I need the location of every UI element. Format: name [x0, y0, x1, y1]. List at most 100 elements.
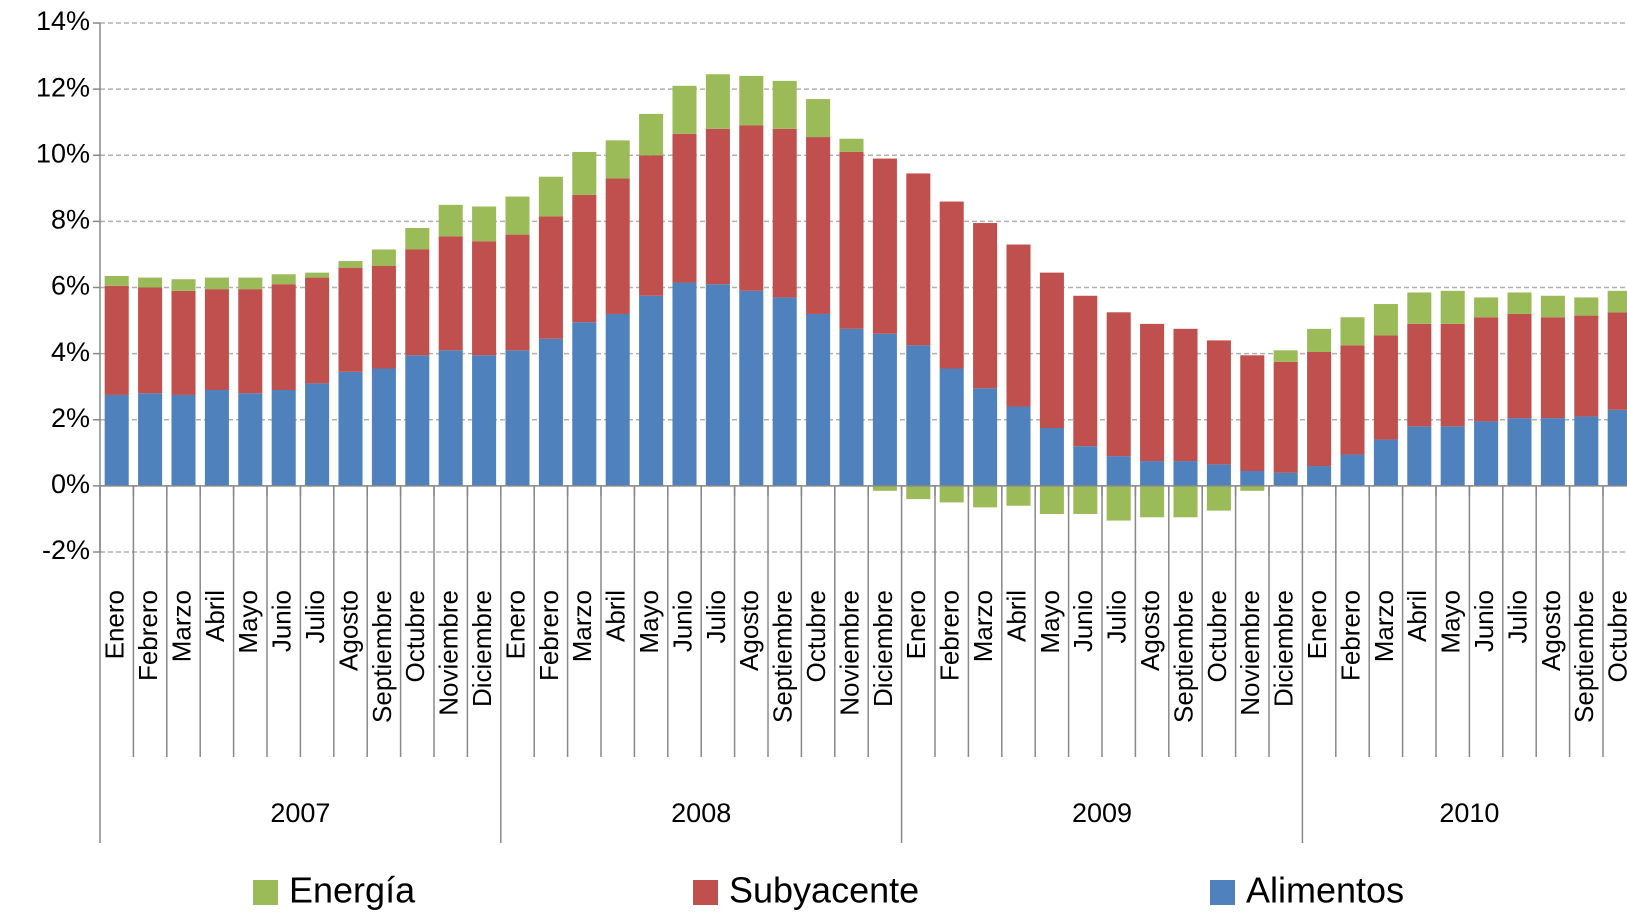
x-tick-label: Julio: [300, 590, 330, 643]
x-tick-label: Junio: [667, 590, 697, 652]
bar-segment: [238, 393, 263, 486]
bar-segment: [1507, 313, 1532, 419]
group-label: 2009: [1072, 798, 1132, 828]
bar-segment: [405, 227, 430, 250]
bar-segment: [271, 274, 296, 285]
x-tick-label: Febrero: [534, 590, 564, 681]
bar-segment: [1440, 290, 1465, 324]
bar-segment: [806, 99, 831, 138]
bar-segment: [639, 295, 664, 486]
bar-segment: [138, 277, 163, 288]
bar-segment: [906, 345, 931, 486]
x-tick-label: Marzo: [968, 590, 998, 662]
bar-segment: [1273, 472, 1298, 486]
bar-segment: [1540, 418, 1565, 486]
y-tick-label: -2%: [42, 535, 90, 565]
bar-segment: [839, 138, 864, 152]
x-tick-label: Mayo: [1436, 590, 1466, 654]
bar-segment: [1340, 317, 1365, 346]
y-tick-label: 12%: [36, 72, 90, 102]
bar-segment: [1140, 323, 1165, 462]
bar-segment: [1440, 426, 1465, 486]
bar-segment: [238, 277, 263, 290]
x-tick-label: Abril: [601, 590, 631, 642]
bar-segment: [1507, 292, 1532, 314]
bar-segment: [973, 223, 998, 389]
bar-segment: [505, 234, 530, 351]
bar-segment: [171, 394, 196, 486]
bar-segment: [1407, 292, 1432, 324]
bar-segment: [371, 266, 396, 369]
y-tick-label: 8%: [51, 205, 90, 235]
bar-segment: [305, 272, 330, 278]
bar-segment: [739, 75, 764, 126]
bar-segment: [572, 151, 597, 195]
bar-segment: [1574, 315, 1599, 417]
bar-segment: [1206, 485, 1231, 511]
bar-segment: [1307, 466, 1332, 486]
bar-segment: [371, 249, 396, 267]
bar-segment: [872, 333, 897, 486]
bar-segment: [1173, 485, 1198, 518]
x-tick-label: Enero: [1302, 590, 1332, 659]
bar-segment: [405, 355, 430, 486]
bar-segment: [1373, 335, 1398, 440]
bar-segment: [1106, 485, 1131, 521]
bar-segment: [705, 74, 730, 129]
x-tick-label: Septiembre: [768, 590, 798, 723]
bar-segment: [1474, 317, 1499, 422]
bar-segment: [338, 371, 363, 486]
bar-segment: [1273, 361, 1298, 473]
bar-segment: [438, 350, 463, 486]
bar-segment: [1574, 297, 1599, 316]
x-tick-label: Agosto: [1135, 590, 1165, 671]
bar-segment: [1206, 464, 1231, 486]
bar-segment: [1039, 485, 1064, 514]
bar-segment: [1407, 323, 1432, 427]
bar-segment: [973, 485, 998, 508]
bar-segment: [1073, 485, 1098, 514]
bar-segment: [1240, 355, 1265, 471]
bar-segment: [1006, 485, 1031, 506]
x-tick-label: Junio: [1068, 590, 1098, 652]
legend-swatch: [1210, 880, 1235, 905]
legend-label: Alimentos: [1246, 870, 1404, 911]
bar-segment: [171, 290, 196, 395]
x-tick-label: Diciembre: [1269, 590, 1299, 707]
bar-segment: [672, 85, 697, 134]
bar-segment: [605, 140, 630, 179]
bar-segment: [672, 282, 697, 486]
legend-label: Energía: [289, 870, 416, 911]
x-tick-label: Abril: [200, 590, 230, 642]
legend-label: Subyacente: [729, 870, 919, 911]
bar-segment: [405, 249, 430, 356]
y-tick-label: 4%: [51, 337, 90, 367]
bar-segment: [705, 128, 730, 285]
x-tick-label: Julio: [701, 590, 731, 643]
bar-segment: [204, 289, 229, 390]
bar-segment: [739, 290, 764, 486]
bar-segment: [572, 322, 597, 486]
x-tick-label: Julio: [1102, 590, 1132, 643]
bar-segment: [1006, 406, 1031, 486]
y-tick-label: 14%: [36, 6, 90, 36]
x-tick-label: Enero: [901, 590, 931, 659]
bar-segment: [1407, 426, 1432, 486]
bar-segment: [639, 155, 664, 296]
x-tick-label: Agosto: [1536, 590, 1566, 671]
bar-segment: [538, 216, 563, 339]
bar-segment: [1474, 297, 1499, 318]
bar-segment: [1073, 446, 1098, 486]
bar-segment: [338, 261, 363, 268]
bar-segment: [1106, 456, 1131, 486]
bar-segment: [1173, 461, 1198, 486]
bar-segment: [1273, 350, 1298, 362]
bar-segment: [1240, 485, 1265, 491]
y-tick-label: 10%: [36, 138, 90, 168]
bar-segment: [1006, 244, 1031, 407]
bar-segment: [705, 284, 730, 486]
bar-segment: [973, 388, 998, 486]
x-tick-label: Mayo: [1035, 590, 1065, 654]
bar-segment: [1607, 290, 1627, 313]
